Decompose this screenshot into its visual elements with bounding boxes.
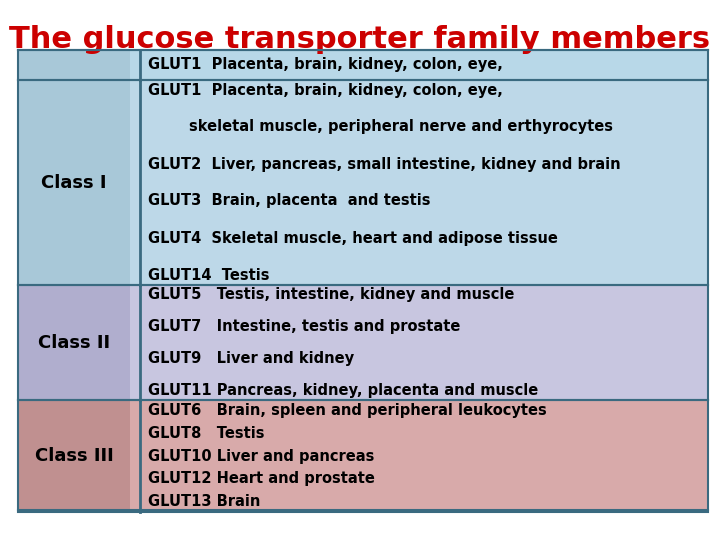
Text: GLUT12 Heart and prostate: GLUT12 Heart and prostate: [148, 471, 375, 487]
Text: Class III: Class III: [35, 447, 113, 465]
Text: GLUT4  Skeletal muscle, heart and adipose tissue: GLUT4 Skeletal muscle, heart and adipose…: [148, 231, 558, 246]
Bar: [18, 80, 130, 285]
Text: GLUT7   Intestine, testis and prostate: GLUT7 Intestine, testis and prostate: [148, 319, 460, 334]
Text: GLUT8   Testis: GLUT8 Testis: [148, 426, 264, 441]
Text: GLUT9   Liver and kidney: GLUT9 Liver and kidney: [148, 351, 354, 366]
Bar: [130, 80, 708, 285]
Text: GLUT5   Testis, intestine, kidney and muscle: GLUT5 Testis, intestine, kidney and musc…: [148, 287, 514, 302]
Text: GLUT6   Brain, spleen and peripheral leukocytes: GLUT6 Brain, spleen and peripheral leuko…: [148, 402, 546, 417]
Bar: [130, 50, 708, 80]
Text: Class I: Class I: [41, 173, 107, 192]
Text: The glucose transporter family members: The glucose transporter family members: [9, 25, 711, 54]
Bar: [130, 400, 708, 512]
Bar: [130, 285, 708, 400]
Text: GLUT10 Liver and pancreas: GLUT10 Liver and pancreas: [148, 449, 374, 463]
Text: GLUT14  Testis: GLUT14 Testis: [148, 267, 269, 282]
Text: GLUT11 Pancreas, kidney, placenta and muscle: GLUT11 Pancreas, kidney, placenta and mu…: [148, 382, 539, 397]
Bar: [18, 285, 130, 400]
Bar: [18, 400, 130, 512]
Text: skeletal muscle, peripheral nerve and erthyrocytes: skeletal muscle, peripheral nerve and er…: [148, 119, 613, 134]
Text: GLUT13 Brain: GLUT13 Brain: [148, 495, 261, 510]
Text: Class II: Class II: [38, 334, 110, 352]
Bar: [18, 50, 708, 80]
Text: GLUT1  Placenta, brain, kidney, colon, eye,: GLUT1 Placenta, brain, kidney, colon, ey…: [148, 83, 503, 98]
Text: GLUT2  Liver, pancreas, small intestine, kidney and brain: GLUT2 Liver, pancreas, small intestine, …: [148, 157, 621, 172]
Text: GLUT3  Brain, placenta  and testis: GLUT3 Brain, placenta and testis: [148, 193, 431, 208]
Text: GLUT1  Placenta, brain, kidney, colon, eye,: GLUT1 Placenta, brain, kidney, colon, ey…: [148, 57, 503, 72]
